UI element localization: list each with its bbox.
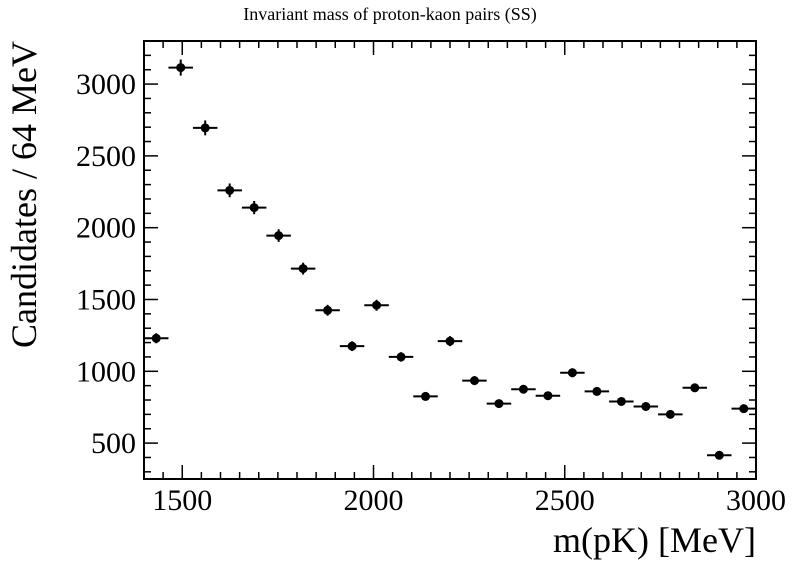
data-point	[290, 262, 316, 275]
y-tick-label: 1500	[76, 283, 136, 316]
y-tick-label: 500	[91, 427, 136, 460]
data-point	[535, 391, 561, 401]
x-tick-label: 2500	[535, 484, 595, 517]
tick-labels: 1500 2000 2500 3000 500 1000 1500 2000 2500 3000	[76, 68, 786, 517]
y-axis-label: Candidates / 64 MeV	[4, 41, 44, 348]
point-marker	[714, 450, 724, 460]
data-point	[511, 384, 536, 394]
point-marker	[445, 336, 455, 346]
point-marker	[494, 399, 504, 409]
tick-marks	[143, 40, 757, 479]
point-marker	[665, 409, 675, 419]
data-point	[707, 450, 732, 460]
point-marker	[518, 384, 528, 394]
y-tick-label: 2000	[76, 212, 136, 245]
point-marker	[225, 185, 235, 195]
point-marker	[739, 404, 749, 414]
point-marker	[469, 376, 479, 386]
data-point	[339, 341, 365, 352]
point-marker	[176, 63, 186, 73]
point-marker	[543, 391, 553, 401]
data-point	[682, 383, 708, 393]
y-tick-label: 2500	[76, 140, 136, 173]
plot-frame	[143, 40, 757, 480]
point-marker	[567, 368, 577, 378]
point-marker	[641, 401, 651, 411]
point-marker	[421, 391, 431, 401]
point-marker	[616, 396, 626, 406]
chart-title: Invariant mass of proton-kaon pairs (SS)	[243, 4, 536, 25]
data-points	[144, 59, 756, 460]
point-marker	[592, 386, 602, 396]
point-marker	[200, 123, 210, 133]
point-marker	[690, 383, 700, 393]
data-point	[192, 120, 218, 136]
x-tick-label: 3000	[726, 484, 786, 517]
data-point	[560, 368, 585, 378]
point-marker	[323, 305, 333, 315]
data-point	[462, 376, 487, 386]
data-point	[658, 409, 683, 419]
point-marker	[372, 300, 382, 310]
data-point	[413, 391, 438, 401]
point-marker	[249, 203, 259, 213]
data-point	[144, 333, 169, 344]
data-point	[315, 304, 340, 316]
y-tick-label: 1000	[76, 355, 136, 388]
data-point	[609, 396, 634, 406]
data-point	[364, 299, 389, 311]
y-tick-label: 3000	[76, 68, 136, 101]
x-tick-label: 2000	[344, 484, 404, 517]
point-marker	[274, 231, 284, 241]
data-point	[486, 399, 512, 409]
data-point	[731, 404, 756, 414]
data-point	[584, 386, 610, 396]
point-marker	[347, 341, 357, 351]
data-point	[241, 200, 267, 215]
data-point	[633, 401, 659, 411]
data-point	[266, 229, 291, 242]
point-marker	[396, 352, 406, 362]
data-point	[388, 352, 414, 362]
point-marker	[298, 264, 308, 274]
x-axis-label: m(pK) [MeV]	[553, 520, 756, 560]
data-point	[168, 59, 193, 76]
point-marker	[151, 333, 161, 343]
x-tick-label: 1500	[152, 484, 212, 517]
data-point	[437, 336, 463, 347]
data-point	[217, 183, 242, 198]
